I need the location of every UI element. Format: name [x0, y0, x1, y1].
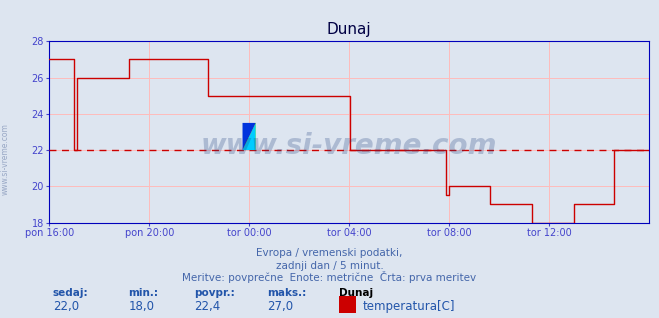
Polygon shape: [243, 123, 256, 150]
Text: Meritve: povprečne  Enote: metrične  Črta: prva meritev: Meritve: povprečne Enote: metrične Črta:…: [183, 272, 476, 283]
Text: www.si-vreme.com: www.si-vreme.com: [1, 123, 10, 195]
Text: 22,0: 22,0: [53, 300, 79, 313]
Text: min.:: min.:: [129, 288, 159, 298]
Text: 18,0: 18,0: [129, 300, 154, 313]
Text: sedaj:: sedaj:: [53, 288, 88, 298]
Text: www.si-vreme.com: www.si-vreme.com: [201, 133, 498, 161]
Bar: [243, 123, 256, 150]
Text: zadnji dan / 5 minut.: zadnji dan / 5 minut.: [275, 261, 384, 271]
Text: povpr.:: povpr.:: [194, 288, 235, 298]
Text: temperatura[C]: temperatura[C]: [362, 300, 455, 313]
Text: Evropa / vremenski podatki,: Evropa / vremenski podatki,: [256, 248, 403, 258]
Text: Dunaj: Dunaj: [339, 288, 374, 298]
Polygon shape: [243, 123, 256, 150]
Text: 27,0: 27,0: [267, 300, 293, 313]
Text: maks.:: maks.:: [267, 288, 306, 298]
Title: Dunaj: Dunaj: [327, 22, 372, 38]
Text: 22,4: 22,4: [194, 300, 221, 313]
